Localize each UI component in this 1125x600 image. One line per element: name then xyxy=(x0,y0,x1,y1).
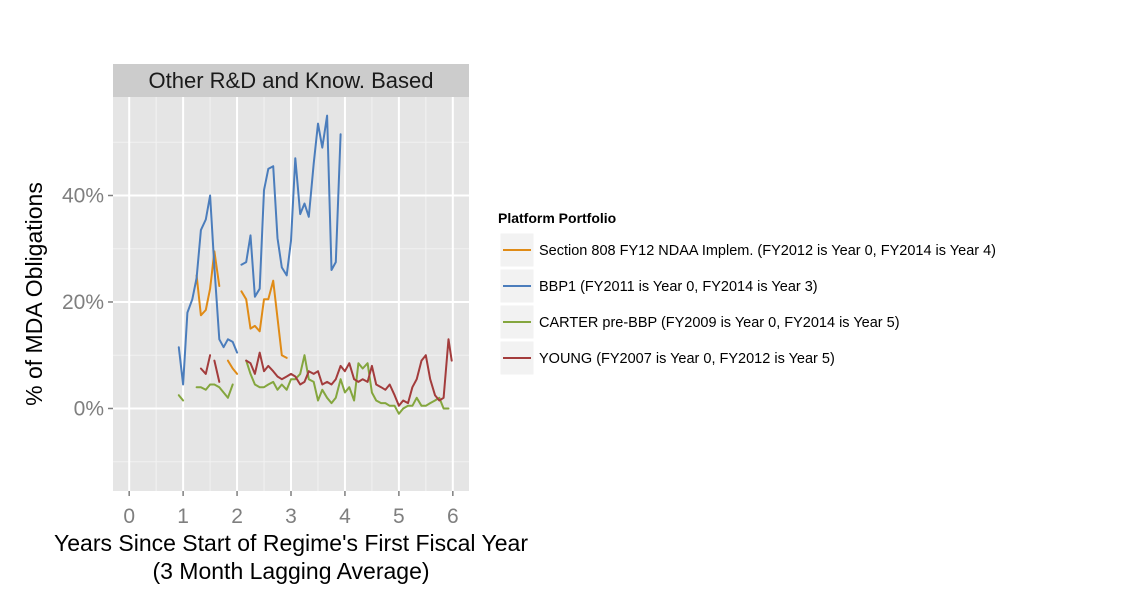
legend: Platform Portfolio Section 808 FY12 NDAA… xyxy=(498,210,996,376)
series-line xyxy=(195,250,221,317)
x-axis-title-line-1: Years Since Start of Regime's First Fisc… xyxy=(54,530,528,556)
series-line xyxy=(240,114,342,298)
legend-label: Section 808 FY12 NDAA Implem. (FY2012 is… xyxy=(539,243,996,259)
series-0 xyxy=(195,250,288,375)
series-line xyxy=(177,194,239,386)
series-3 xyxy=(199,338,453,407)
y-tick-label: 0% xyxy=(74,397,104,420)
facet-title: Other R&D and Know. Based xyxy=(149,68,434,93)
legend-label: YOUNG (FY2007 is Year 0, FY2012 is Year … xyxy=(539,351,835,367)
series-layer xyxy=(177,114,453,415)
legend-items: Section 808 FY12 NDAA Implem. (FY2012 is… xyxy=(499,232,996,376)
series-line xyxy=(195,383,234,399)
y-tick-label: 20% xyxy=(62,291,104,314)
y-axis: 0% 20% 40% xyxy=(62,185,113,420)
y-tick-label: 40% xyxy=(62,185,104,208)
series-1 xyxy=(177,114,342,386)
series-line xyxy=(177,394,185,402)
series-line xyxy=(226,359,239,375)
x-tick-label: 5 xyxy=(393,505,405,528)
x-tick-label: 4 xyxy=(339,505,351,528)
x-tick-label: 2 xyxy=(231,505,243,528)
series-line xyxy=(240,279,288,359)
legend-item: CARTER pre-BBP (FY2009 is Year 0, FY2014… xyxy=(499,304,900,340)
x-tick-label: 6 xyxy=(447,505,459,528)
legend-label: BBP1 (FY2011 is Year 0, FY2014 is Year 3… xyxy=(539,279,818,295)
series-2 xyxy=(177,354,450,415)
series-line xyxy=(213,359,221,383)
x-axis-title-line-2: (3 Month Lagging Average) xyxy=(152,558,429,584)
grid-major xyxy=(113,97,469,491)
legend-item: BBP1 (FY2011 is Year 0, FY2014 is Year 3… xyxy=(499,268,818,304)
x-tick-label: 0 xyxy=(123,505,135,528)
facet-strip xyxy=(113,64,469,97)
legend-item: Section 808 FY12 NDAA Implem. (FY2012 is… xyxy=(499,232,996,268)
series-line xyxy=(245,354,450,415)
series-line xyxy=(245,338,453,407)
series-line xyxy=(199,354,212,375)
x-axis: 0 1 2 3 4 5 6 xyxy=(123,491,459,528)
y-axis-title: % of MDA Obligations xyxy=(21,182,47,406)
x-tick-label: 1 xyxy=(177,505,189,528)
x-tick-label: 3 xyxy=(285,505,297,528)
legend-title: Platform Portfolio xyxy=(498,210,616,226)
legend-item: YOUNG (FY2007 is Year 0, FY2012 is Year … xyxy=(499,340,835,376)
legend-label: CARTER pre-BBP (FY2009 is Year 0, FY2014… xyxy=(539,315,900,331)
